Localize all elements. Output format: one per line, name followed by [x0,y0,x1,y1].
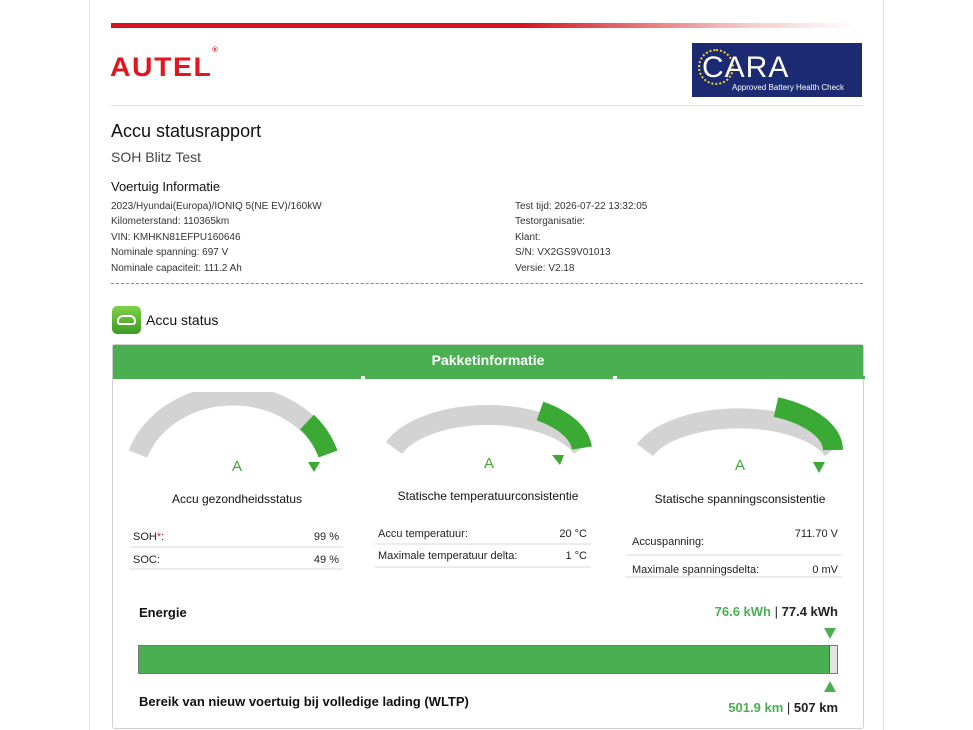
soh-value: 99 % [313,531,339,543]
gauge-track [128,392,338,458]
pack-info-title: Pakketinformatie [113,345,863,376]
nominal-capacity: Nominale capaciteit: 111.2 Ah [111,262,242,274]
cara-tagline: Approved Battery Health Check [732,83,845,92]
vin: VIN: KMHKN81EFPU160646 [111,231,241,243]
voltage-gauge-arc [637,397,843,473]
temperature-gauge-arc [385,401,592,465]
battery-status-label: Accu status [146,312,219,328]
panel-head-underline [617,376,865,379]
table-row: Accuspanning: 711.70 V [626,526,842,556]
report-title: Accu statusrapport [111,121,262,141]
gauge-level [299,414,338,458]
gauge-pointer-icon [813,462,825,473]
voltage-gauge [633,394,853,474]
serial-number: S/N: VX2GS9V01013 [515,247,611,259]
health-grade: A [231,458,242,475]
energy-separator: | [774,604,779,619]
temp-key: Accu temperatuur: [378,528,468,540]
dashed-divider [111,283,863,284]
energy-current: 76.6 kWh [714,604,771,619]
gauge-pointer-icon [552,455,564,465]
energy-values: 76.6 kWh | 77.4 kWh [715,604,838,619]
cara-badge: CARA Approved Battery Health Check [692,43,862,97]
divider [111,105,863,106]
test-organisation: Testorganisatie: [515,216,586,228]
voltage-key: Accuspanning: [632,536,705,548]
soc-key: SOC: [133,554,160,566]
autel-logo: AUTEL® [110,47,218,82]
temp-delta-value: 1 °C [565,550,587,562]
energy-total: 77.4 kWh [781,604,838,619]
pack-info-panel: Pakketinformatie [112,344,865,729]
required-mark: * [156,531,162,543]
panel-head-underline [113,376,361,379]
health-table: SOH*: 99 % SOC: 49 % [130,526,343,570]
vehicle-info-right: Test tijd: 2026-07-22 13:32:05 Testorgan… [515,199,647,276]
header-accent-line [111,23,856,28]
temp-value: 20 °C [559,528,587,540]
vehicle-info-heading: Voertuig Informatie [111,179,221,194]
range-separator: | [786,700,791,715]
version: Versie: V2.18 [515,262,575,274]
table-row: Accu temperatuur: 20 °C [375,523,591,545]
battery-car-icon [112,306,141,334]
eu-stars-icon [698,49,734,85]
health-gauge-arc [128,392,338,472]
gauge-pointer-icon [308,462,320,472]
temperature-gauge [382,392,602,472]
range-label: Bereik van nieuw voertuig bij volledige … [139,694,469,709]
panel-head-underline [365,376,613,379]
soc-value: 49 % [313,554,339,566]
range-marker-up-icon [824,681,836,692]
nominal-voltage: Nominale spanning: 697 V [111,247,229,259]
energy-marker-down-icon [824,628,836,639]
vehicle-info-left: 2023/Hyundai(Europa)/IONIQ 5(NE EV)/160k… [111,199,322,276]
energy-bar [138,645,838,674]
temperature-title: Statische temperatuurconsistentie [397,489,579,503]
gauge-level [773,397,843,451]
mileage: Kilometerstand: 110365km [111,216,230,228]
customer: Klant: [515,231,541,243]
temperature-grade: A [483,455,494,472]
energy-label: Energie [139,605,187,620]
voltage-title: Statische spanningsconsistentie [654,492,826,506]
vehicle-model: 2023/Hyundai(Europa)/IONIQ 5(NE EV)/160k… [111,201,322,212]
voltage-delta-value: 0 mV [812,564,838,576]
table-row: SOH*: 99 % [130,526,343,548]
voltage-grade: A [734,457,745,474]
energy-bar-fill [139,646,830,673]
temperature-table: Accu temperatuur: 20 °C Maximale tempera… [375,523,591,568]
cara-word: CARA [702,51,790,84]
table-row: Maximale spanningsdelta: 0 mV [626,556,842,578]
health-title: Accu gezondheidsstatus [171,492,303,506]
voltage-table: Accuspanning: 711.70 V Maximale spanning… [626,526,842,578]
temp-delta-key: Maximale temperatuur delta: [378,550,518,562]
range-values: 501.9 km | 507 km [728,700,838,715]
voltage-value: 711.70 V [794,528,838,540]
gauge-level [536,401,592,451]
voltage-delta-key: Maximale spanningsdelta: [632,564,760,576]
report-subtitle: SOH Blitz Test [111,149,201,165]
table-row: Maximale temperatuur delta: 1 °C [375,545,591,568]
range-current: 501.9 km [728,700,784,715]
range-total: 507 km [793,700,838,715]
table-row: SOC: 49 % [130,548,343,570]
test-time: Test tijd: 2026-07-22 13:32:05 [515,201,648,212]
health-gauge [128,392,348,472]
soh-key: SOH [133,531,157,543]
